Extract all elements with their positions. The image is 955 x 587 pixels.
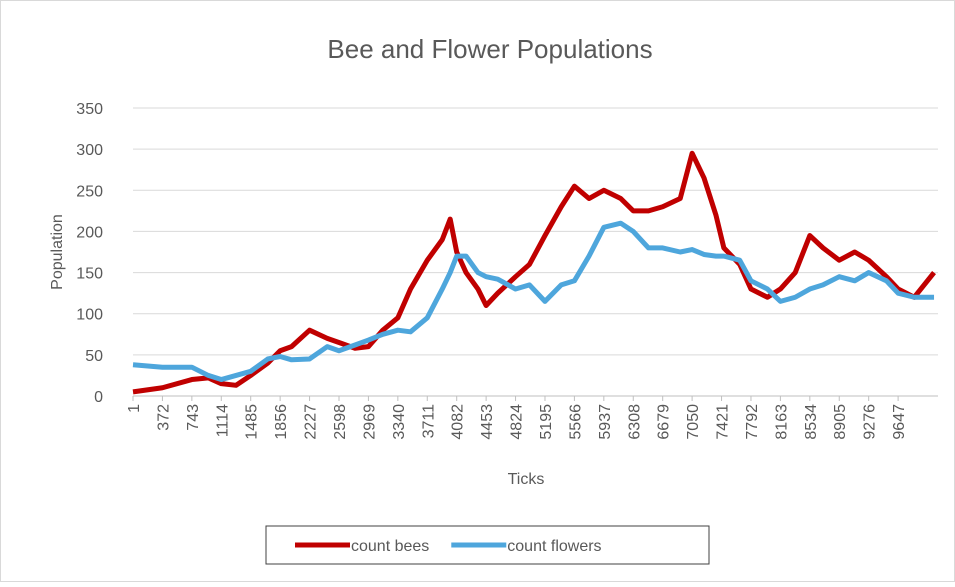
legend-box	[265, 525, 710, 565]
x-tick-label: 4453	[479, 404, 496, 440]
series-line	[132, 150, 936, 395]
x-tick-label: 6308	[626, 404, 643, 440]
x-tick-label: 8163	[773, 404, 790, 440]
x-tick-label: 3711	[420, 404, 437, 439]
x-tick-label: 372	[155, 404, 172, 431]
x-tick-label: 1856	[273, 404, 290, 440]
y-tick-label: 250	[76, 183, 103, 200]
x-tick-label: 7792	[744, 404, 761, 440]
legend-label: count bees	[351, 538, 429, 555]
x-tick-label: 9647	[891, 404, 908, 440]
y-tick-label: 200	[76, 224, 103, 241]
x-tick-label: 6679	[656, 404, 673, 440]
y-axis-label: Population	[49, 214, 66, 290]
x-tick-label: 7050	[685, 404, 702, 440]
y-tick-label: 100	[76, 307, 103, 324]
y-tick-label: 350	[76, 101, 103, 118]
x-tick-label: 3340	[391, 404, 408, 440]
x-tick-label: 5566	[567, 404, 584, 440]
x-tick-label: 5937	[597, 404, 614, 440]
x-tick-label: 1114	[214, 404, 231, 437]
x-tick-label: 2969	[361, 404, 378, 440]
x-axis-label: Ticks	[508, 471, 545, 488]
x-tick-label: 1485	[244, 404, 261, 440]
x-tick-label: 9276	[862, 404, 879, 440]
series-line	[132, 220, 935, 383]
chart-title: Bee and Flower Populations	[327, 34, 652, 64]
x-tick-label: 8905	[832, 404, 849, 440]
x-tick-label: 5195	[538, 404, 555, 440]
legend-label: count flowers	[507, 538, 601, 555]
y-tick-label: 50	[85, 348, 103, 365]
x-tick-label: 8534	[803, 404, 820, 440]
x-tick-label: 2598	[332, 404, 349, 440]
x-tick-label: 2227	[303, 404, 320, 440]
x-tick-label: 1	[126, 404, 143, 413]
x-tick-label: 7421	[715, 404, 732, 440]
y-tick-label: 0	[94, 389, 103, 406]
x-tick-label: 4824	[509, 404, 526, 440]
y-tick-label: 150	[76, 266, 103, 283]
x-tick-label: 4082	[450, 404, 467, 440]
x-tick-label: 743	[185, 404, 202, 431]
y-tick-label: 300	[76, 142, 103, 159]
